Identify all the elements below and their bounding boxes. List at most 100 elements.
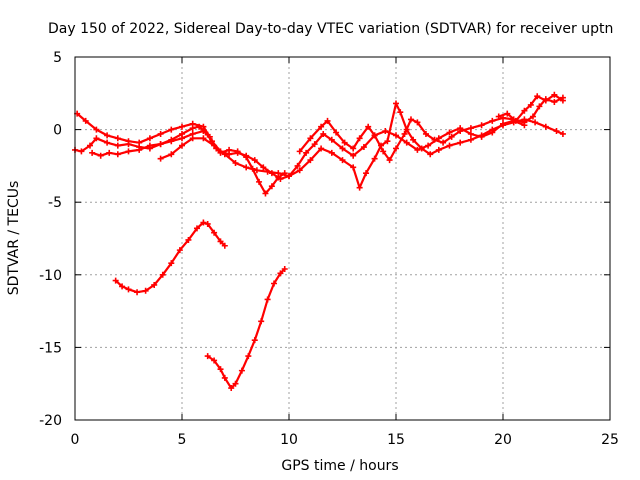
- data-point: [551, 99, 558, 106]
- data-point: [553, 128, 560, 135]
- data-point: [232, 159, 239, 166]
- data-point: [536, 103, 543, 110]
- data-point: [146, 142, 153, 149]
- data-point: [489, 126, 496, 133]
- data-point: [189, 125, 196, 132]
- data-point: [365, 123, 372, 130]
- data-point: [196, 123, 203, 130]
- data-point: [371, 132, 378, 139]
- data-point: [119, 283, 126, 290]
- data-point: [414, 119, 421, 126]
- y-tick-label: 0: [53, 123, 62, 139]
- data-point: [281, 265, 288, 272]
- data-point: [435, 146, 442, 153]
- data-point: [328, 149, 335, 156]
- data-point: [217, 366, 224, 373]
- data-point: [256, 178, 263, 185]
- data-point: [221, 242, 228, 249]
- data-point: [114, 135, 121, 142]
- data-point: [97, 152, 104, 159]
- data-point: [489, 117, 496, 124]
- data-point: [189, 135, 196, 142]
- data-point: [382, 128, 389, 135]
- data-point: [467, 136, 474, 143]
- x-tick-label: 15: [387, 432, 405, 448]
- series-arc-6: [495, 91, 566, 124]
- data-point: [185, 236, 192, 243]
- y-tick-label: -10: [39, 268, 62, 284]
- data-point: [422, 130, 429, 137]
- data-point: [146, 135, 153, 142]
- data-point: [232, 380, 239, 387]
- data-point: [277, 175, 284, 182]
- data-point: [168, 260, 175, 267]
- data-point: [333, 129, 340, 136]
- data-point: [446, 142, 453, 149]
- data-point: [504, 110, 511, 117]
- data-point: [418, 145, 425, 152]
- data-point: [179, 142, 185, 149]
- x-tick-label: 20: [494, 432, 512, 448]
- data-point: [193, 225, 200, 232]
- data-point: [371, 155, 378, 162]
- data-point: [341, 139, 348, 146]
- data-point: [277, 270, 284, 277]
- data-point: [521, 119, 528, 126]
- data-point: [179, 135, 185, 142]
- data-point: [311, 141, 318, 148]
- data-point: [542, 97, 549, 104]
- data-point: [251, 157, 258, 164]
- data-point: [457, 128, 464, 135]
- data-point: [136, 146, 143, 153]
- data-point: [339, 157, 346, 164]
- data-point: [264, 296, 271, 303]
- data-point: [467, 130, 474, 137]
- data-point: [478, 132, 485, 139]
- data-point: [211, 229, 218, 236]
- data-point: [512, 117, 519, 124]
- data-point: [294, 162, 301, 169]
- data-point: [296, 148, 303, 155]
- y-tick-label: -15: [39, 340, 62, 356]
- data-point: [243, 152, 250, 159]
- data-point: [217, 238, 224, 245]
- data-point: [142, 287, 149, 294]
- data-point: [307, 135, 314, 142]
- data-point: [440, 139, 447, 146]
- data-point: [360, 144, 367, 151]
- series-arc-4: [157, 100, 566, 191]
- data-point: [393, 132, 399, 139]
- data-point: [159, 271, 166, 278]
- data-point: [448, 133, 455, 140]
- data-point: [495, 113, 502, 120]
- data-point: [234, 149, 241, 156]
- data-point: [446, 129, 453, 136]
- data-point: [86, 142, 93, 149]
- data-point: [318, 123, 325, 130]
- data-point: [264, 168, 271, 175]
- data-point: [350, 145, 357, 152]
- data-point: [200, 128, 207, 135]
- data-point: [125, 141, 132, 148]
- series-arc-5: [296, 94, 566, 164]
- data-point: [275, 170, 282, 177]
- plot-frame: [74, 56, 611, 421]
- data-point: [238, 367, 245, 374]
- data-point: [245, 353, 252, 360]
- data-point: [179, 123, 185, 130]
- data-point: [200, 219, 207, 226]
- data-point: [243, 164, 250, 171]
- data-point: [356, 135, 363, 142]
- data-point: [228, 385, 235, 392]
- data-point: [112, 277, 119, 284]
- data-point: [168, 151, 175, 158]
- data-point: [403, 139, 410, 146]
- data-point: [78, 148, 85, 155]
- data-point: [168, 138, 175, 145]
- data-point: [251, 337, 258, 344]
- data-point: [559, 130, 566, 137]
- data-point: [89, 149, 96, 156]
- x-axis-label: GPS time / hours: [281, 458, 398, 474]
- data-point: [258, 318, 265, 325]
- data-point: [114, 151, 121, 158]
